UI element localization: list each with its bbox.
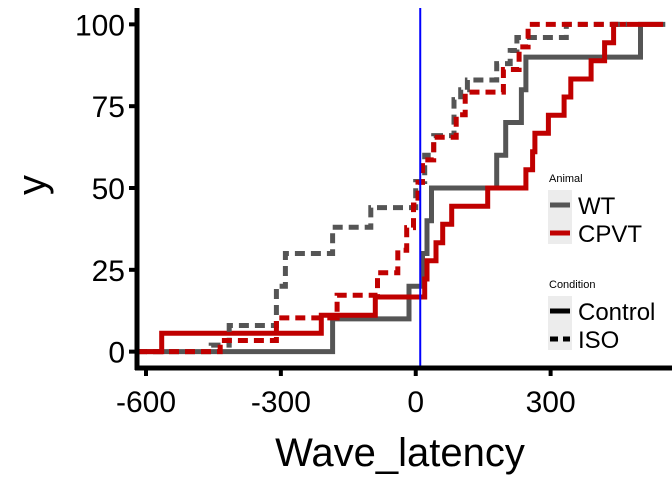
y-tick-label: 0 bbox=[108, 337, 125, 370]
x-tick-label: 300 bbox=[526, 386, 576, 419]
x-axis-title: Wave_latency bbox=[275, 431, 525, 475]
legend-title-animal: Animal bbox=[549, 173, 583, 185]
series-cpvt-control bbox=[137, 21, 663, 355]
legend-label-control: Control bbox=[578, 299, 655, 326]
y-tick-label: 75 bbox=[92, 91, 125, 124]
legend-label-iso: ISO bbox=[578, 327, 619, 354]
y-tick-label: 50 bbox=[92, 173, 125, 206]
legend-label-wt: WT bbox=[578, 193, 616, 220]
series-wt-iso bbox=[137, 21, 627, 355]
y-tick-label: 25 bbox=[92, 255, 125, 288]
legend-key-bg-condition bbox=[548, 296, 572, 350]
series-wt-control bbox=[146, 21, 666, 355]
legend-key-bg-animal bbox=[548, 190, 572, 244]
x-tick-label: -300 bbox=[251, 386, 311, 419]
legend-title-condition: Condition bbox=[549, 279, 595, 291]
x-tick-label: 0 bbox=[407, 386, 424, 419]
series-layer bbox=[137, 21, 666, 355]
series-cpvt-iso bbox=[137, 21, 619, 355]
legend-label-cpvt: CPVT bbox=[578, 221, 642, 248]
ticks-layer: -600 -300 0 300 0 25 50 75 100 bbox=[75, 9, 576, 419]
x-tick-label: -600 bbox=[116, 386, 176, 419]
y-tick-label: 100 bbox=[75, 9, 125, 42]
legend: Animal WT CPVT Condition Control ISO bbox=[548, 173, 655, 354]
y-axis-title: y bbox=[10, 175, 54, 195]
